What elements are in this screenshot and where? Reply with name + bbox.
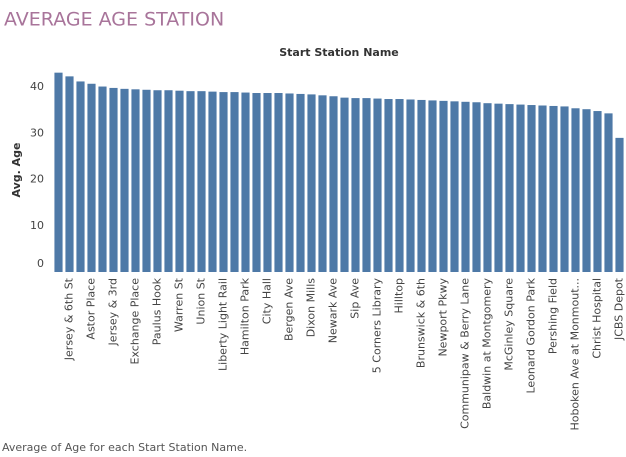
bar	[153, 90, 162, 272]
bar	[241, 92, 250, 272]
bar	[593, 111, 602, 272]
bar	[164, 90, 173, 272]
bar	[527, 105, 536, 272]
bar	[208, 91, 217, 272]
x-tick-label: Leonard Gordon Park	[525, 277, 538, 393]
bar	[549, 105, 558, 273]
bar	[285, 93, 294, 272]
x-tick-label: City Hall	[261, 278, 274, 324]
x-tick-label: Liberty Light Rail	[217, 278, 230, 371]
bar	[362, 98, 371, 272]
x-tick-label: Hamilton Park	[239, 277, 252, 355]
bar	[461, 101, 470, 272]
x-tick-label: Warren St	[173, 277, 186, 332]
bar	[274, 93, 283, 272]
x-tick-label: Jersey & 3rd	[107, 278, 120, 346]
x-tick-label: Newport Pkwy	[437, 278, 450, 357]
x-tick-label: Paulus Hook	[151, 277, 164, 345]
x-tick-label: Bergen Ave	[283, 278, 296, 341]
x-tick-label: Astor Place	[85, 278, 98, 340]
x-tick-label: Christ Hospital	[591, 278, 604, 359]
bar	[109, 87, 118, 272]
bar	[560, 106, 569, 272]
x-tick-label: Hoboken Ave at Monmout...	[569, 278, 582, 431]
bar	[318, 95, 327, 272]
bar	[252, 93, 261, 272]
bar	[615, 137, 624, 272]
bar	[329, 96, 338, 272]
y-tick-label: 40	[30, 80, 44, 93]
bar	[98, 86, 107, 272]
bar	[428, 100, 437, 272]
bar	[131, 89, 140, 272]
bar	[296, 93, 305, 272]
bar	[483, 103, 492, 272]
bar	[582, 109, 591, 272]
bar	[505, 104, 514, 272]
bar	[142, 89, 151, 273]
bar	[494, 103, 503, 273]
x-tick-label: Exchange Place	[129, 278, 142, 365]
y-axis-title: Avg. Age	[10, 142, 23, 197]
bar	[307, 94, 316, 273]
bar	[351, 98, 360, 272]
bar	[175, 90, 184, 272]
y-tick-label: 20	[30, 173, 44, 186]
caption: Average of Age for each Start Station Na…	[2, 441, 247, 454]
x-tick-label: Newark Ave	[327, 278, 340, 344]
bar	[472, 102, 481, 272]
bar	[340, 97, 349, 272]
bar	[230, 92, 239, 273]
x-tick-label: Baldwin at Montgomery	[481, 278, 494, 410]
bar	[76, 81, 85, 272]
bar	[65, 76, 74, 272]
bar	[395, 99, 404, 273]
chart-title: AVERAGE AGE STATION	[4, 9, 224, 31]
y-tick-label: 0	[37, 257, 44, 270]
x-tick-label: Communipaw & Berry Lane	[459, 278, 472, 429]
x-axis-title: Start Station Name	[279, 46, 399, 59]
bar	[263, 93, 272, 272]
bar	[450, 101, 459, 273]
bar	[604, 113, 613, 272]
bar	[54, 72, 63, 272]
bar	[186, 91, 195, 272]
y-tick-label: 30	[30, 126, 44, 139]
bar	[120, 88, 129, 272]
x-tick-label: Hilltop	[393, 278, 406, 313]
x-tick-label: McGinley Square	[503, 278, 516, 371]
x-tick-label: Dixon Mills	[305, 278, 318, 338]
y-tick-label: 10	[30, 219, 44, 232]
bar	[439, 100, 448, 272]
bar	[406, 99, 415, 272]
x-tick-label: Union St	[195, 277, 208, 324]
bar	[373, 98, 382, 272]
bar	[417, 99, 426, 272]
bar	[197, 91, 206, 272]
bar	[219, 92, 228, 273]
bar	[538, 105, 547, 272]
bar	[87, 83, 96, 272]
bar	[384, 99, 393, 273]
x-tick-label: Sip Ave	[349, 278, 362, 319]
bar	[516, 104, 525, 272]
x-tick-label: JCBS Depot	[613, 277, 626, 341]
x-tick-label: 5 Corners Library	[371, 278, 384, 374]
bar	[571, 108, 580, 273]
x-tick-label: Pershing Field	[547, 278, 560, 354]
x-tick-label: Jersey & 6th St	[63, 277, 76, 361]
x-tick-label: Brunswick & 6th	[415, 278, 428, 368]
